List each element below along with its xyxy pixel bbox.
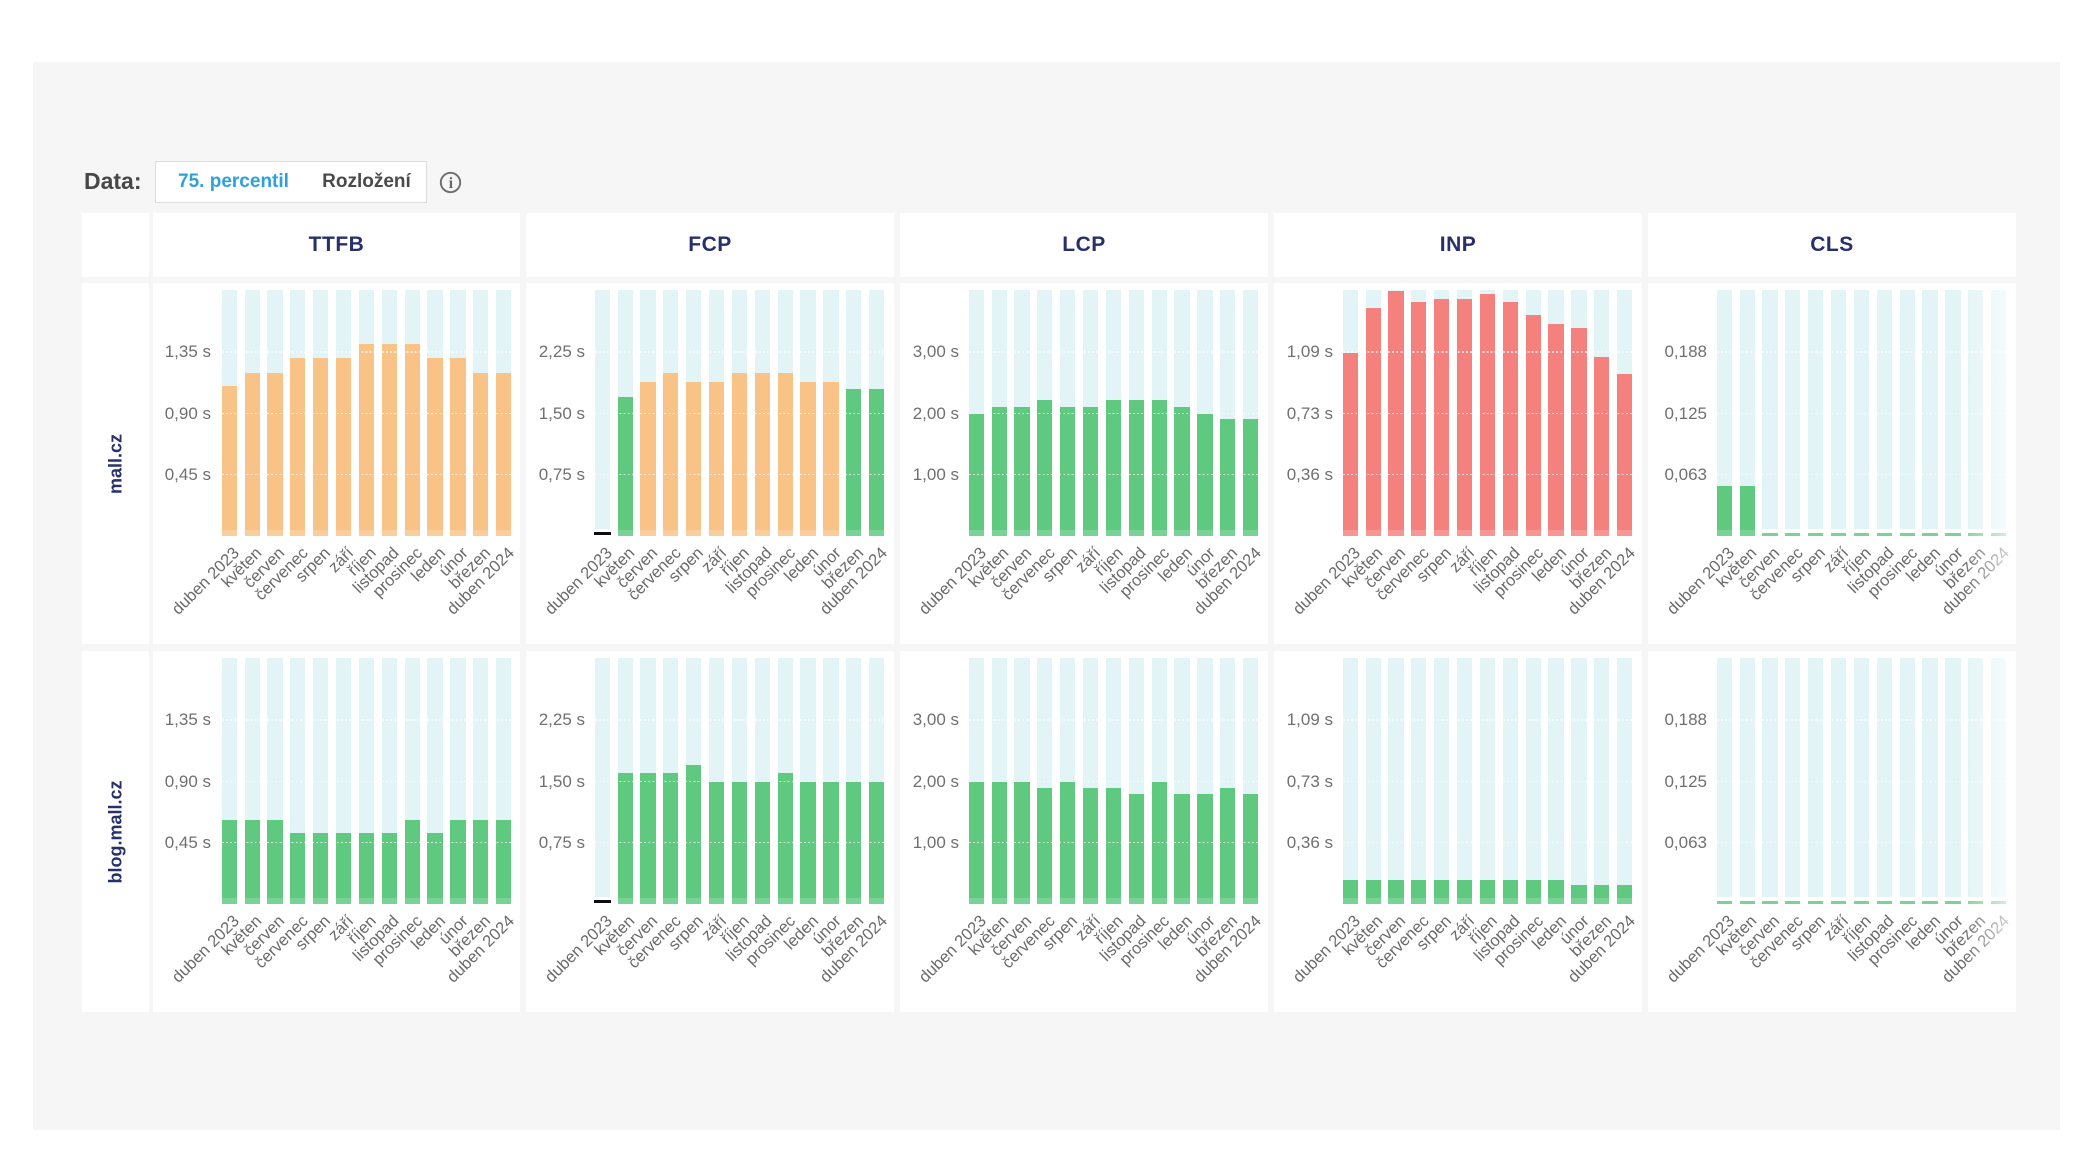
svg-text:i: i xyxy=(449,175,454,192)
